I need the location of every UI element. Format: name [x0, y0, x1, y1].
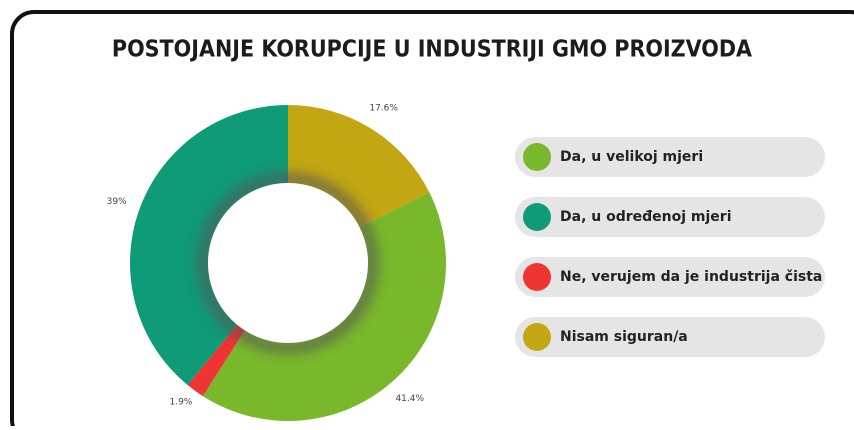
legend-label: Da, u određenoj mjeri: [560, 209, 732, 225]
data-label: 39%: [107, 197, 127, 207]
hole-shadow: [198, 173, 378, 353]
data-label: 1.9%: [169, 398, 192, 408]
legend: Nisam siguran/a Da, u velikoj mjeri Ne, ve…: [515, 137, 825, 357]
donut: 17.6% 41.4% 1.9% 39%: [107, 104, 447, 422]
hole: [208, 183, 368, 343]
legend-item: [515, 197, 825, 237]
legend-label: Ne, verujem da je industrija čista: [560, 269, 822, 285]
slice: [202, 192, 447, 422]
slice: [187, 324, 245, 397]
legend-item: [515, 317, 825, 357]
legend-swatch: [523, 203, 551, 231]
legend-label: Da, u velikoj mjeri: [560, 149, 703, 165]
data-label: 17.6%: [369, 104, 398, 114]
slice: [288, 105, 430, 228]
legend-swatch: [523, 143, 551, 171]
legend-label: Nisam siguran/a: [560, 329, 688, 345]
chart-title: POSTOJANJE KORUPCIJE U INDUSTRIJI GMO PR…: [112, 37, 752, 63]
legend-swatch: [523, 323, 551, 351]
data-label: 41.4%: [395, 394, 424, 404]
legend-item: [515, 137, 825, 177]
legend-swatch: [523, 263, 551, 291]
legend-item: [515, 257, 825, 297]
